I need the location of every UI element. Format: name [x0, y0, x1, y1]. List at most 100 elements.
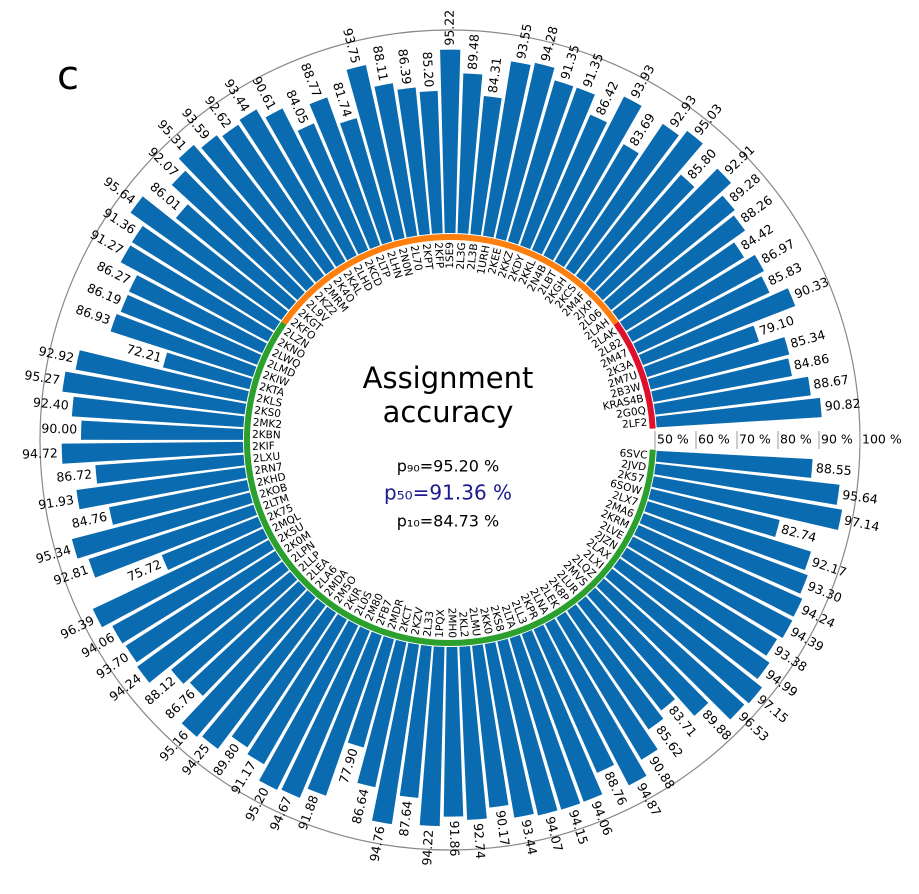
bar	[554, 144, 639, 268]
bar	[125, 550, 282, 663]
bar	[309, 97, 381, 250]
value-label: 94.06	[79, 629, 118, 660]
value-label: 94.25	[179, 741, 213, 778]
category-label: 1SE9	[444, 242, 456, 269]
bar	[131, 225, 281, 331]
value-label: 90.61	[249, 74, 279, 113]
group-ring	[244, 321, 656, 646]
bar	[92, 528, 268, 628]
category-label: 2KK0	[477, 606, 494, 635]
bar	[95, 454, 245, 484]
value-label: 88.11	[370, 44, 391, 82]
bar	[633, 276, 770, 354]
chart-title: accuracy	[383, 395, 514, 429]
value-label: 86.93	[74, 302, 113, 328]
bar	[259, 620, 359, 790]
bar	[222, 124, 335, 275]
bar	[374, 83, 418, 238]
category-label: 2L33	[421, 610, 436, 637]
category-label: 2L3B	[465, 243, 480, 271]
bar	[307, 631, 382, 796]
value-label: 84.31	[485, 56, 504, 93]
bar	[577, 596, 675, 711]
bar	[643, 325, 760, 378]
category-label: 2K57	[616, 468, 645, 485]
bar	[81, 420, 244, 440]
bar	[457, 73, 483, 234]
value-label: 91.35	[579, 51, 606, 90]
value-label: 93.30	[805, 578, 844, 605]
annotation: p₉₀=95.20 %	[397, 457, 499, 476]
value-label: 90.00	[41, 421, 77, 437]
value-label: 92.92	[37, 343, 75, 365]
bar	[620, 547, 778, 656]
bar	[340, 118, 393, 245]
tick-label: 80 %	[780, 432, 812, 447]
bar	[202, 598, 326, 749]
value-label: 86.64	[349, 787, 372, 825]
value-label: 91.86	[447, 821, 462, 857]
bar	[651, 358, 792, 402]
bar	[543, 96, 642, 261]
bar	[189, 581, 307, 696]
value-label: 95.64	[101, 174, 139, 208]
bar	[130, 196, 288, 320]
bar	[531, 114, 607, 255]
category-label: 2RN7	[254, 461, 284, 477]
value-label: 95.22	[442, 10, 457, 46]
bar	[399, 644, 432, 798]
value-label: 84.86	[792, 351, 830, 373]
bar	[231, 606, 337, 748]
bar	[178, 144, 315, 291]
bar	[175, 204, 297, 310]
bar	[484, 641, 534, 818]
value-label: 87.64	[396, 800, 415, 837]
bar	[357, 639, 407, 788]
category-label: 2KLS	[255, 392, 283, 409]
bar	[596, 578, 745, 720]
value-label: 95.34	[34, 542, 73, 566]
value-label: 93.75	[340, 27, 363, 65]
bar	[567, 604, 664, 730]
value-label: 94.67	[266, 794, 294, 833]
category-label: 2MH0	[446, 608, 458, 638]
value-label: 85.34	[789, 327, 828, 351]
bar	[495, 62, 555, 241]
panel-label: c	[57, 53, 79, 99]
bar	[509, 634, 581, 810]
value-label: 96.53	[736, 709, 772, 745]
bar	[109, 480, 250, 525]
bar	[76, 467, 247, 510]
tick-label: 90 %	[821, 432, 853, 447]
value-label: 95.27	[23, 367, 61, 387]
bar	[595, 168, 732, 301]
category-label: 2KL2	[456, 611, 470, 638]
bar	[71, 492, 253, 559]
bar	[613, 558, 770, 679]
bar	[62, 371, 247, 415]
bar	[239, 109, 346, 268]
value-label: 94.07	[543, 815, 567, 853]
bar	[88, 504, 258, 578]
value-label: 91.35	[557, 43, 582, 82]
category-label: 2KBN	[252, 429, 281, 442]
bar	[347, 636, 395, 748]
tick-label: 70 %	[739, 432, 771, 447]
value-label: 89.48	[465, 34, 482, 71]
bar	[482, 61, 531, 238]
bar	[575, 130, 703, 283]
value-label: 94.24	[799, 602, 838, 631]
value-label: 84.76	[70, 509, 108, 531]
category-label: 2LXU	[252, 451, 280, 466]
category-label: 2MK2	[252, 417, 282, 432]
bar	[565, 123, 679, 275]
category-label: 2JVD	[620, 458, 646, 473]
bar	[605, 568, 763, 704]
bar	[419, 90, 443, 234]
bar	[162, 352, 253, 390]
bar	[520, 87, 595, 250]
bar	[419, 646, 445, 827]
bar	[507, 80, 574, 245]
category-label: 2KS0	[253, 404, 281, 420]
